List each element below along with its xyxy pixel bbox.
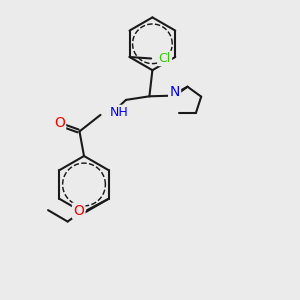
Text: N: N: [169, 85, 180, 99]
Text: O: O: [54, 116, 65, 130]
Text: O: O: [73, 204, 84, 218]
Text: Cl: Cl: [159, 52, 171, 65]
Text: NH: NH: [110, 106, 129, 119]
